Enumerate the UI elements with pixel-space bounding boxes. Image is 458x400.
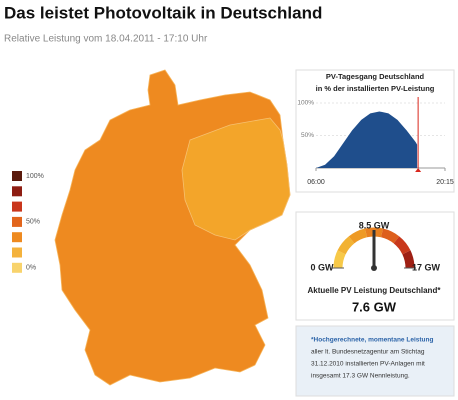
legend-swatch — [12, 232, 22, 243]
legend-swatch — [12, 201, 22, 212]
legend-label: 100% — [26, 173, 44, 180]
note-panel — [295, 325, 455, 397]
y-tick-label: 100% — [297, 100, 314, 107]
gauge-tick-label: 17 GW — [412, 262, 441, 272]
chart-title: PV-Tagesgang Deutschland — [326, 72, 425, 81]
gauge-segment — [333, 250, 346, 269]
gauge-value-label: 8.5 GW — [359, 220, 390, 230]
legend-label: 0% — [26, 265, 36, 272]
gauge-current: 7.6 GW — [352, 299, 397, 314]
legend-swatch — [12, 216, 22, 227]
map — [54, 69, 291, 386]
map-region — [181, 117, 291, 241]
legend-swatch — [12, 247, 22, 258]
now-marker — [415, 168, 422, 172]
legend-swatch — [12, 186, 22, 197]
gauge-tick-label: 0 GW — [310, 262, 334, 272]
legend-swatch — [12, 171, 22, 181]
gauge-segment — [402, 250, 415, 269]
subtitle: Relative Leistung vom 18.04.2011 - 17:10… — [4, 34, 208, 45]
note-line: *Hochgerechnete, momentane Leistung — [311, 337, 433, 344]
gauge-caption: Aktuelle PV Leistung Deutschland* — [308, 286, 442, 295]
y-tick-label: 50% — [301, 132, 314, 139]
gauge-segment — [393, 236, 411, 255]
note-line: aller lt. Bundesnetzagentur am Stichtag — [311, 349, 425, 356]
legend-swatch — [12, 262, 22, 273]
x-tick-label: 20:15 — [436, 179, 454, 186]
note-line: insgesamt 17.3 GW Nennleistung. — [311, 373, 410, 380]
gauge-segment — [348, 228, 368, 244]
gauge-segment — [380, 228, 400, 244]
area — [316, 111, 418, 168]
chart-title: in % der installierten PV-Leistung — [316, 84, 435, 93]
x-tick-label: 06:00 — [307, 179, 325, 186]
note-line: 31.12.2010 installierten PV-Anlagen mit — [311, 361, 425, 368]
page-title: Das leistet Photovoltaik in Deutschland — [4, 3, 322, 22]
gauge-hub — [371, 265, 377, 271]
gauge-segment — [337, 236, 355, 255]
legend-label: 50% — [26, 219, 40, 226]
